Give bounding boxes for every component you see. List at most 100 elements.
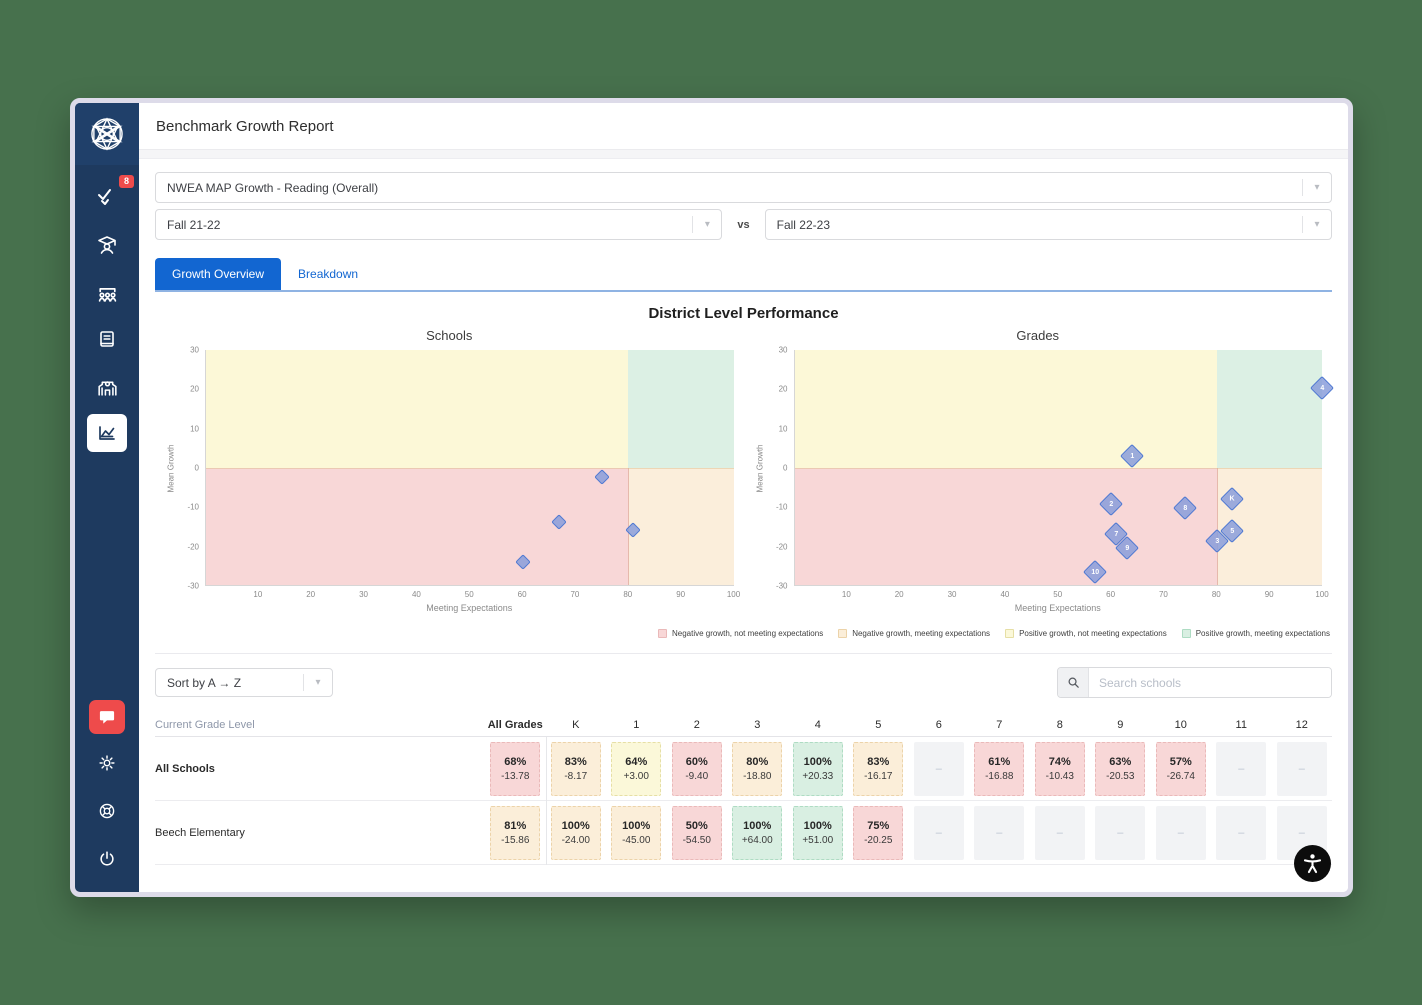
sidebar-item-schools[interactable]	[87, 367, 127, 405]
growth-cell-empty: –	[1216, 741, 1267, 796]
term-compare-row: Fall 21-22 ▾ vs Fall 22-23 ▾	[155, 209, 1332, 240]
term-b-value: Fall 22-23	[776, 217, 830, 232]
tab-breakdown[interactable]: Breakdown	[298, 267, 359, 281]
y-tick-label: -10	[187, 502, 199, 512]
growth-value: -26.74	[1166, 770, 1195, 782]
column-header-3: 3	[754, 718, 761, 731]
x-tick-label: 70	[570, 590, 580, 599]
sidebar-item-students[interactable]	[87, 226, 127, 264]
sidebar-item-classes[interactable]	[87, 273, 127, 311]
search-input[interactable]	[1089, 668, 1331, 697]
growth-cell: 61% -16.88	[974, 741, 1025, 796]
growth-value: -13.78	[501, 770, 530, 782]
table-row[interactable]: Beech Elementary 81% -15.86 100% -24.00 100% -…	[155, 801, 1332, 865]
legend-swatch	[658, 629, 667, 638]
growth-value: -54.50	[682, 834, 711, 846]
marker-label: 3	[1214, 537, 1219, 545]
chevron-down-icon: ▾	[1314, 182, 1320, 193]
row-header-label: Current Grade Level	[155, 718, 255, 731]
percent-value: 64%	[625, 755, 648, 768]
table-header-row: Current Grade Level All Grades K 1 2 3 4 5 6 7 8 9 1…	[155, 713, 1332, 737]
grades-chart-title: Grades	[1016, 328, 1060, 343]
sidebar-item-help[interactable]	[87, 792, 127, 830]
assessments-check-icon	[95, 186, 119, 210]
x-tick-label: 50	[464, 590, 474, 599]
growth-value: -16.17	[864, 770, 893, 782]
column-header-11: 11	[1235, 718, 1247, 731]
legend-label: Positive growth, not meeting expectation…	[1019, 629, 1167, 638]
chevron-down-icon: ▾	[315, 677, 321, 688]
percent-value: 83%	[867, 755, 890, 768]
x-tick-label: 90	[1264, 590, 1274, 599]
percent-value: 60%	[685, 755, 708, 768]
y-tick-label: -10	[775, 502, 788, 512]
logout-power-icon	[96, 848, 118, 870]
y-tick-label: 20	[778, 384, 788, 394]
percent-value: 83%	[564, 755, 587, 768]
page-title: Benchmark Growth Report	[156, 117, 334, 135]
y-tick-label: 0	[783, 463, 788, 473]
sidebar-item-settings[interactable]	[87, 744, 127, 782]
school-search	[1057, 667, 1332, 698]
growth-value: -45.00	[622, 834, 651, 846]
quadrant-pos-meeting	[628, 350, 734, 468]
marker-label: 7	[1114, 530, 1119, 538]
marker-label: K	[1229, 495, 1235, 503]
growth-value: +64.00	[741, 834, 773, 846]
growth-cell: 74% -10.43	[1034, 741, 1085, 796]
x-tick-label: 100	[726, 590, 741, 599]
percent-value: 63%	[1109, 755, 1132, 768]
tab-growth-overview[interactable]: Growth Overview	[155, 258, 282, 290]
growth-cell: 50% -54.50	[671, 805, 722, 860]
legend-item: Negative growth, not meeting expectation…	[658, 629, 823, 638]
growth-cell-empty: –	[1034, 805, 1085, 860]
term-b-select[interactable]: Fall 22-23 ▾	[764, 209, 1332, 240]
chevron-down-icon: ▾	[1314, 219, 1320, 230]
term-a-select[interactable]: Fall 21-22 ▾	[155, 209, 723, 240]
x-tick-label: 60	[1106, 590, 1116, 599]
percent-value: 100%	[622, 819, 651, 832]
app-logo[interactable]	[75, 103, 139, 165]
y-tick-label: -30	[775, 581, 788, 591]
accessibility-button[interactable]	[1294, 845, 1331, 882]
growth-cell: 83% -16.17	[853, 741, 904, 796]
assessment-select[interactable]: NWEA MAP Growth - Reading (Overall) ▾	[155, 172, 1332, 203]
content: NWEA MAP Growth - Reading (Overall) ▾ Fa…	[139, 159, 1348, 892]
sidebar-item-assessments[interactable]: 8	[87, 175, 134, 217]
x-tick-label: 30	[359, 590, 368, 599]
y-tick-label: 0	[194, 463, 199, 473]
table-column-separator	[545, 737, 547, 865]
empty-placeholder: –	[1238, 762, 1245, 775]
feedback-button[interactable]	[89, 700, 125, 734]
schools-plot-area	[205, 350, 734, 586]
table-row[interactable]: All Schools 68% -13.78 83% -8.17 64% +3.00 60% -…	[155, 737, 1332, 801]
x-tick-label: 50	[1053, 590, 1063, 599]
chevron-down-icon: ▾	[704, 219, 710, 230]
column-header-2: 2	[693, 718, 700, 731]
x-axis-ticks: 10 20 30 40 50 60 70 80 90 100	[205, 586, 740, 601]
growth-value: +51.00	[802, 834, 834, 846]
marker-label: 1	[1130, 452, 1135, 460]
x-axis-label: Meeting Expectations	[1014, 603, 1101, 613]
logo-icon	[86, 113, 128, 155]
x-tick-label: 80	[1211, 590, 1221, 599]
school-building-icon	[95, 374, 120, 399]
growth-cell: 100% +20.33	[792, 741, 843, 796]
x-axis-ticks: 10 20 30 40 50 60 70 80 90 100	[794, 586, 1329, 601]
growth-value: +20.33	[802, 770, 834, 782]
marker-label: 5	[1230, 527, 1235, 535]
sidebar-item-gradebook[interactable]	[87, 320, 127, 358]
legend-swatch	[838, 629, 848, 638]
percent-value: 74%	[1048, 755, 1071, 768]
settings-gear-icon	[96, 752, 118, 774]
sidebar-item-reports[interactable]	[87, 414, 127, 452]
sort-select[interactable]: Sort by A → Z ▾	[155, 668, 333, 697]
empty-placeholder: –	[1298, 826, 1305, 839]
sidebar-item-logout[interactable]	[87, 840, 127, 878]
legend-label: Negative growth, meeting expectations	[852, 629, 991, 638]
feedback-chat-icon	[97, 707, 117, 727]
vs-label: vs	[737, 218, 750, 231]
x-tick-label: 10	[253, 590, 263, 599]
percent-value: 81%	[504, 819, 527, 832]
growth-cell-empty: –	[1276, 741, 1327, 796]
